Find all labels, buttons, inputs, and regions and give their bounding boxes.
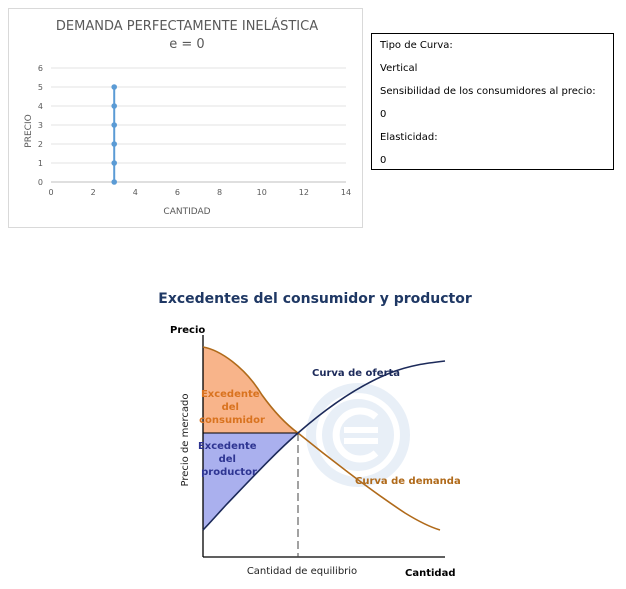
data-point: [111, 141, 118, 147]
producer-surplus-area: [203, 433, 298, 530]
curve-info-box: Tipo de Curva: Vertical Sensibilidad de …: [371, 33, 614, 170]
equilibrium-quantity-label: Cantidad de equilibrio: [247, 566, 357, 577]
data-point: [111, 84, 118, 90]
x-tick-label: 14: [341, 188, 351, 197]
y-tick-label: 6: [38, 64, 43, 73]
market-price-label: Precio de mercado: [180, 393, 191, 486]
elasticity-label: Elasticidad:: [380, 132, 438, 143]
demand-curve-label: Curva de demanda: [355, 476, 461, 487]
elasticity-value: 0: [380, 155, 387, 166]
data-point: [111, 160, 118, 166]
y-tick-label: 2: [38, 140, 43, 149]
supply-curve-label: Curva de oferta: [312, 368, 400, 379]
x-tick-label: 2: [91, 188, 96, 197]
x-tick-label: 4: [133, 188, 138, 197]
y-tick-label: 5: [38, 83, 43, 92]
chart-inelastic: DEMANDA PERFECTAMENTE INELÁSTICA e = 0 C…: [24, 18, 351, 217]
demand-curve: [202, 346, 441, 531]
data-point: [111, 122, 118, 128]
curve-type-label: Tipo de Curva:: [380, 40, 453, 51]
chart-inelastic-frame: DEMANDA PERFECTAMENTE INELÁSTICA e = 0 C…: [8, 8, 363, 228]
x-tick-label: 0: [48, 188, 53, 197]
data-point: [111, 179, 118, 185]
sensitivity-label: Sensibilidad de los consumidores al prec…: [380, 86, 596, 97]
chart-surplus: Excedentes del consumidor y productor Pr…: [158, 291, 472, 579]
chart-subtitle: e = 0: [169, 37, 204, 52]
x-tick-label: 8: [217, 188, 222, 197]
x-tick-label: 6: [175, 188, 180, 197]
supply-curve: [202, 360, 446, 531]
producer-surplus-label: Excedente del productor: [198, 441, 260, 478]
sensitivity-value: 0: [380, 109, 387, 120]
chart-title: DEMANDA PERFECTAMENTE INELÁSTICA: [56, 18, 318, 34]
y-tick-label: 1: [38, 159, 43, 168]
watermark-logo: [306, 383, 410, 487]
data-point: [111, 103, 118, 109]
y-tick-label: 3: [38, 121, 43, 130]
y-axis-label: PRECIO: [24, 114, 34, 147]
curve-type-value: Vertical: [380, 63, 418, 74]
y-axis-title: Precio: [170, 325, 205, 336]
y-tick-label: 4: [38, 102, 43, 111]
consumer-surplus-label: Excedente del consumidor: [199, 389, 265, 426]
x-tick-label: 10: [257, 188, 267, 197]
chart-title: Excedentes del consumidor y productor: [158, 291, 472, 307]
x-axis-label: CANTIDAD: [163, 207, 210, 217]
y-tick-label: 0: [38, 178, 43, 187]
x-axis-title: Cantidad: [405, 568, 455, 579]
x-tick-label: 12: [299, 188, 309, 197]
